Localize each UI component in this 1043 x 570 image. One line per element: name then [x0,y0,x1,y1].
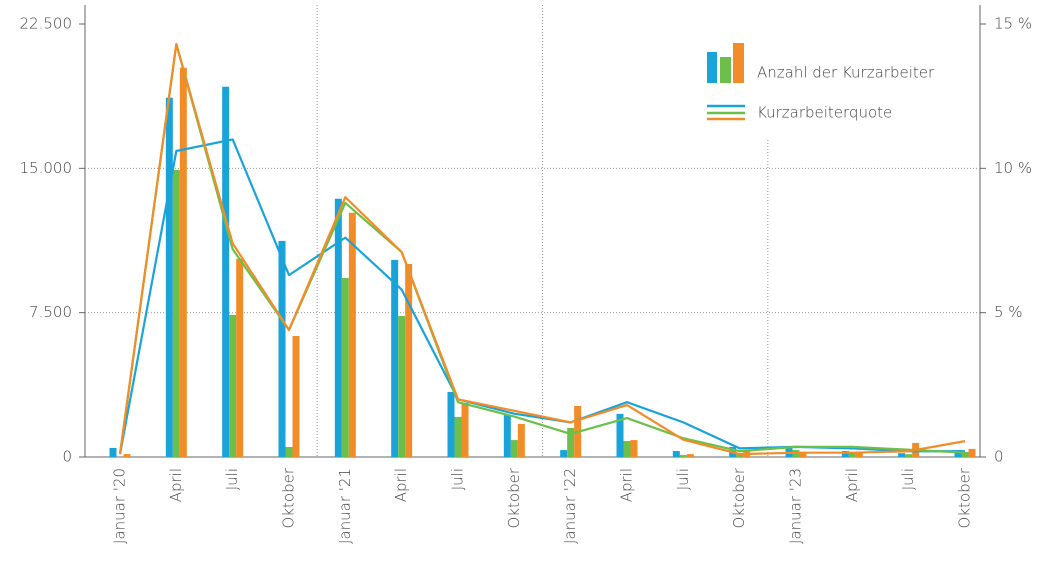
bar [630,440,638,457]
bar [454,416,462,457]
bar [179,67,187,458]
legend-label: Kurzarbeiterquote [757,104,892,122]
bar [341,278,349,457]
bar [447,391,455,457]
x-tick-label: Juli [899,468,917,490]
y2-tick-label: 0 [994,448,1004,466]
bar [567,427,575,457]
bar [391,259,399,457]
x-tick-label: Oktober [505,467,523,528]
legend-swatch [733,43,744,83]
y-tick-label: 15.000 [20,159,73,177]
line [118,43,966,455]
bar [623,441,631,457]
x-tick-label: April [843,468,861,502]
bar [461,402,469,457]
bar [229,314,237,457]
bar [672,451,680,457]
x-tick-label: Juli [449,468,467,490]
bar [405,263,413,457]
bar [398,315,406,457]
x-tick-label: April [167,468,185,502]
bar [172,169,180,457]
bar [560,450,568,457]
bar [222,86,230,458]
bar [679,455,687,457]
x-tick-label: April [392,468,410,502]
y-tick-label: 22.500 [20,15,73,33]
bar [616,413,624,457]
bar [292,335,300,457]
bar [686,454,694,457]
x-tick-label: Januar '22 [561,468,579,544]
y-tick-label: 7.500 [29,303,72,321]
y2-tick-label: 5 % [994,303,1023,321]
bar [236,258,244,457]
x-tick-label: Januar '20 [111,468,129,544]
legend-swatch [720,57,731,83]
bar [848,453,856,457]
bar [517,423,525,457]
x-tick-label: April [618,468,636,502]
x-tick-label: Januar '21 [336,468,354,544]
legend: Anzahl der Kurzarbeiter Kurzarbeiterquot… [707,43,935,122]
bar [510,440,518,457]
bar [968,448,976,457]
y2-tick-label: 10 % [994,159,1032,177]
x-tick-label: Juli [674,468,692,490]
bar [898,453,906,457]
bar [961,451,969,457]
bar [785,446,793,457]
x-tick-label: Januar '23 [787,468,805,544]
bar [855,453,863,457]
bar [334,198,342,457]
bar [348,212,356,457]
bar [109,447,117,457]
bar [905,454,913,457]
line [118,43,966,456]
bar [841,451,849,457]
bar [503,415,511,457]
bar [285,446,293,457]
x-tick-label: Juli [223,468,241,490]
x-tick-label: Oktober [956,467,974,528]
legend-label: Anzahl der Kurzarbeiter [757,64,935,82]
bar [954,450,962,457]
x-tick-label: Oktober [730,467,748,528]
legend-swatch [707,52,717,83]
bar [278,240,286,457]
bar [165,97,173,457]
y2-tick-label: 15 % [994,15,1032,33]
y-tick-label: 0 [62,448,72,466]
x-tick-label: Oktober [280,467,298,528]
bar [123,454,131,457]
bar [799,451,807,457]
